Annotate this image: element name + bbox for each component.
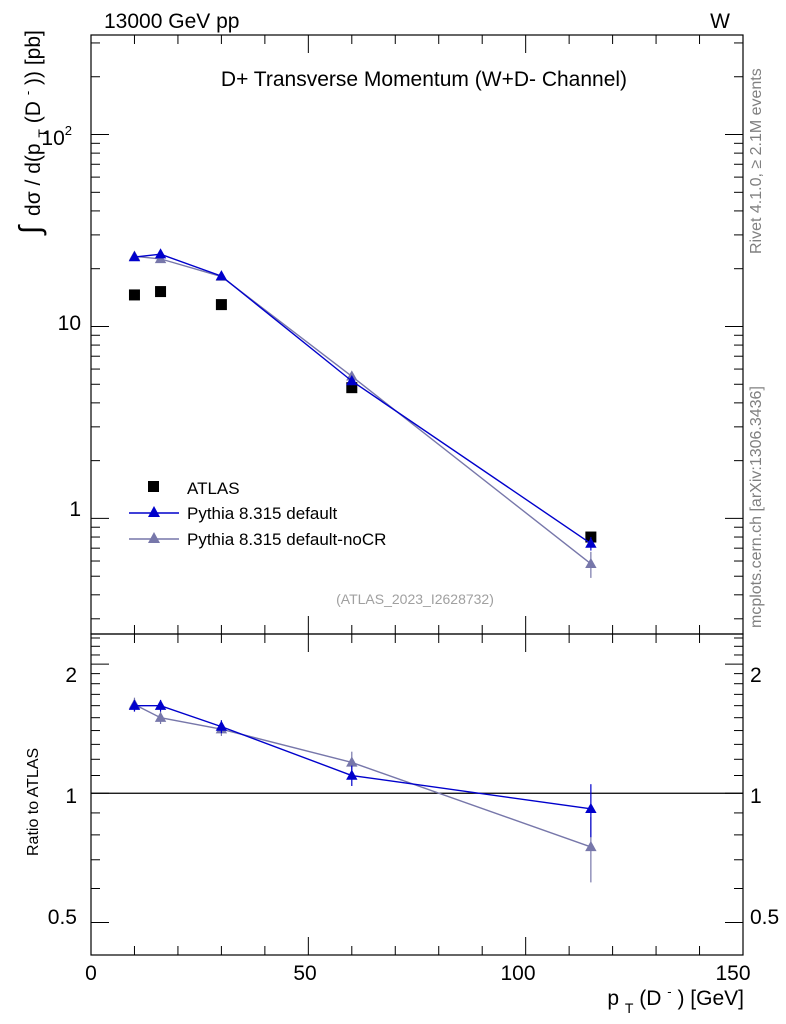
x-tick-label-100: 100 xyxy=(500,962,535,985)
atlas-data-point xyxy=(155,286,167,298)
y-label-unit: )) [pb] xyxy=(22,30,45,85)
x-tick-label-50: 50 xyxy=(293,962,316,985)
atlas-data-point xyxy=(346,382,358,394)
ratio-y-tick-label-right-2: 2 xyxy=(750,664,762,687)
legend-label-default: Pythia 8.315 default xyxy=(187,504,338,523)
x-tick-label-0: 0 xyxy=(85,962,97,985)
y-label-d: (D xyxy=(22,101,45,123)
header-process-label: W xyxy=(710,10,730,33)
default-main-point xyxy=(585,537,597,548)
ratio-y-axis-label: Ratio to ATLAS xyxy=(25,748,42,856)
y-tick-label-100-base: 10 xyxy=(41,127,64,150)
mcplots-label: mcplots.cern.ch [arXiv:1306.3436] xyxy=(748,386,765,628)
x-label-unit: ) [GeV] xyxy=(677,987,744,1010)
legend: ATLAS Pythia 8.315 default Pythia 8.315 … xyxy=(129,479,386,549)
legend-marker-default xyxy=(148,506,160,517)
ratio-panel: 2 1 0.5 2 1 0.5 Ratio to ATLAS 0 50 100 … xyxy=(25,633,779,1018)
y-label-integral: ∫ xyxy=(14,224,47,236)
nocr-ratio-point xyxy=(585,840,597,852)
x-label-sub-t: T xyxy=(625,1000,634,1016)
ratio-y-axis xyxy=(91,637,743,923)
default-main-line xyxy=(134,253,592,545)
y-label-main: dσ / d(p xyxy=(22,143,45,216)
atlas-data-point xyxy=(128,289,140,301)
ratio-series-layer xyxy=(128,697,597,883)
x-label-p: p xyxy=(607,987,619,1010)
header-energy-label: 13000 GeV pp xyxy=(104,10,239,33)
default-main-point xyxy=(215,270,228,281)
default-main-point xyxy=(128,251,141,262)
ratio-y-tick-label-right-1: 1 xyxy=(750,785,762,808)
nocr-ratio-point xyxy=(154,711,167,722)
y-tick-label-100-exp: 2 xyxy=(65,123,72,138)
y-label-sub-t: T xyxy=(35,129,51,138)
ratio-y-tick-label-left-2: 2 xyxy=(65,664,77,687)
legend-marker-atlas xyxy=(148,481,159,492)
main-title: D+ Transverse Momentum (W+D- Channel) xyxy=(221,68,627,91)
ratio-y-tick-label-left-1: 1 xyxy=(65,785,77,808)
x-tick-label-150: 150 xyxy=(715,962,750,985)
ratio-y-tick-label-right-0.5: 0.5 xyxy=(750,906,779,929)
main-x-axis xyxy=(90,35,744,634)
nocr-ratio-point xyxy=(346,756,358,767)
y-tick-label-10: 10 xyxy=(58,312,81,335)
y-tick-label-100: 102 xyxy=(41,123,72,150)
legend-marker-nocr xyxy=(148,532,160,543)
x-label-d: (D xyxy=(639,987,661,1010)
default-ratio-point xyxy=(585,802,597,814)
y-tick-label-1: 1 xyxy=(69,498,81,521)
analysis-watermark: (ATLAS_2023_I2628732) xyxy=(336,591,494,607)
atlas-data-point xyxy=(215,299,227,311)
x-label-minus: - xyxy=(667,984,671,999)
main-panel: D+ Transverse Momentum (W+D- Channel) 1 … xyxy=(14,30,744,635)
default-ratio-point xyxy=(154,699,167,710)
default-ratio-point xyxy=(128,699,141,710)
ratio-x-axis xyxy=(90,634,744,955)
main-series-layer xyxy=(128,248,597,578)
default-main-point xyxy=(346,374,358,386)
default-ratio-point xyxy=(215,720,228,731)
nocr-ratio-line xyxy=(134,703,592,848)
ratio-y-tick-label-left-0.5: 0.5 xyxy=(48,906,77,929)
ratio-plot-frame xyxy=(90,633,744,956)
rivet-version-label: Rivet 4.1.0, ≥ 2.1M events xyxy=(748,68,765,254)
default-ratio-point xyxy=(346,769,358,780)
default-main-point xyxy=(154,248,167,259)
legend-label-atlas: ATLAS xyxy=(187,479,240,498)
legend-label-nocr: Pythia 8.315 default-noCR xyxy=(187,530,386,549)
x-axis-label: p T (D - ) [GeV] xyxy=(607,978,744,1018)
y-label-minus: - xyxy=(20,91,35,95)
nocr-main-point xyxy=(585,557,597,569)
main-y-axis xyxy=(91,42,743,620)
main-y-axis-label: ∫ dσ / d(p T (D - )) [pb] xyxy=(14,30,53,236)
